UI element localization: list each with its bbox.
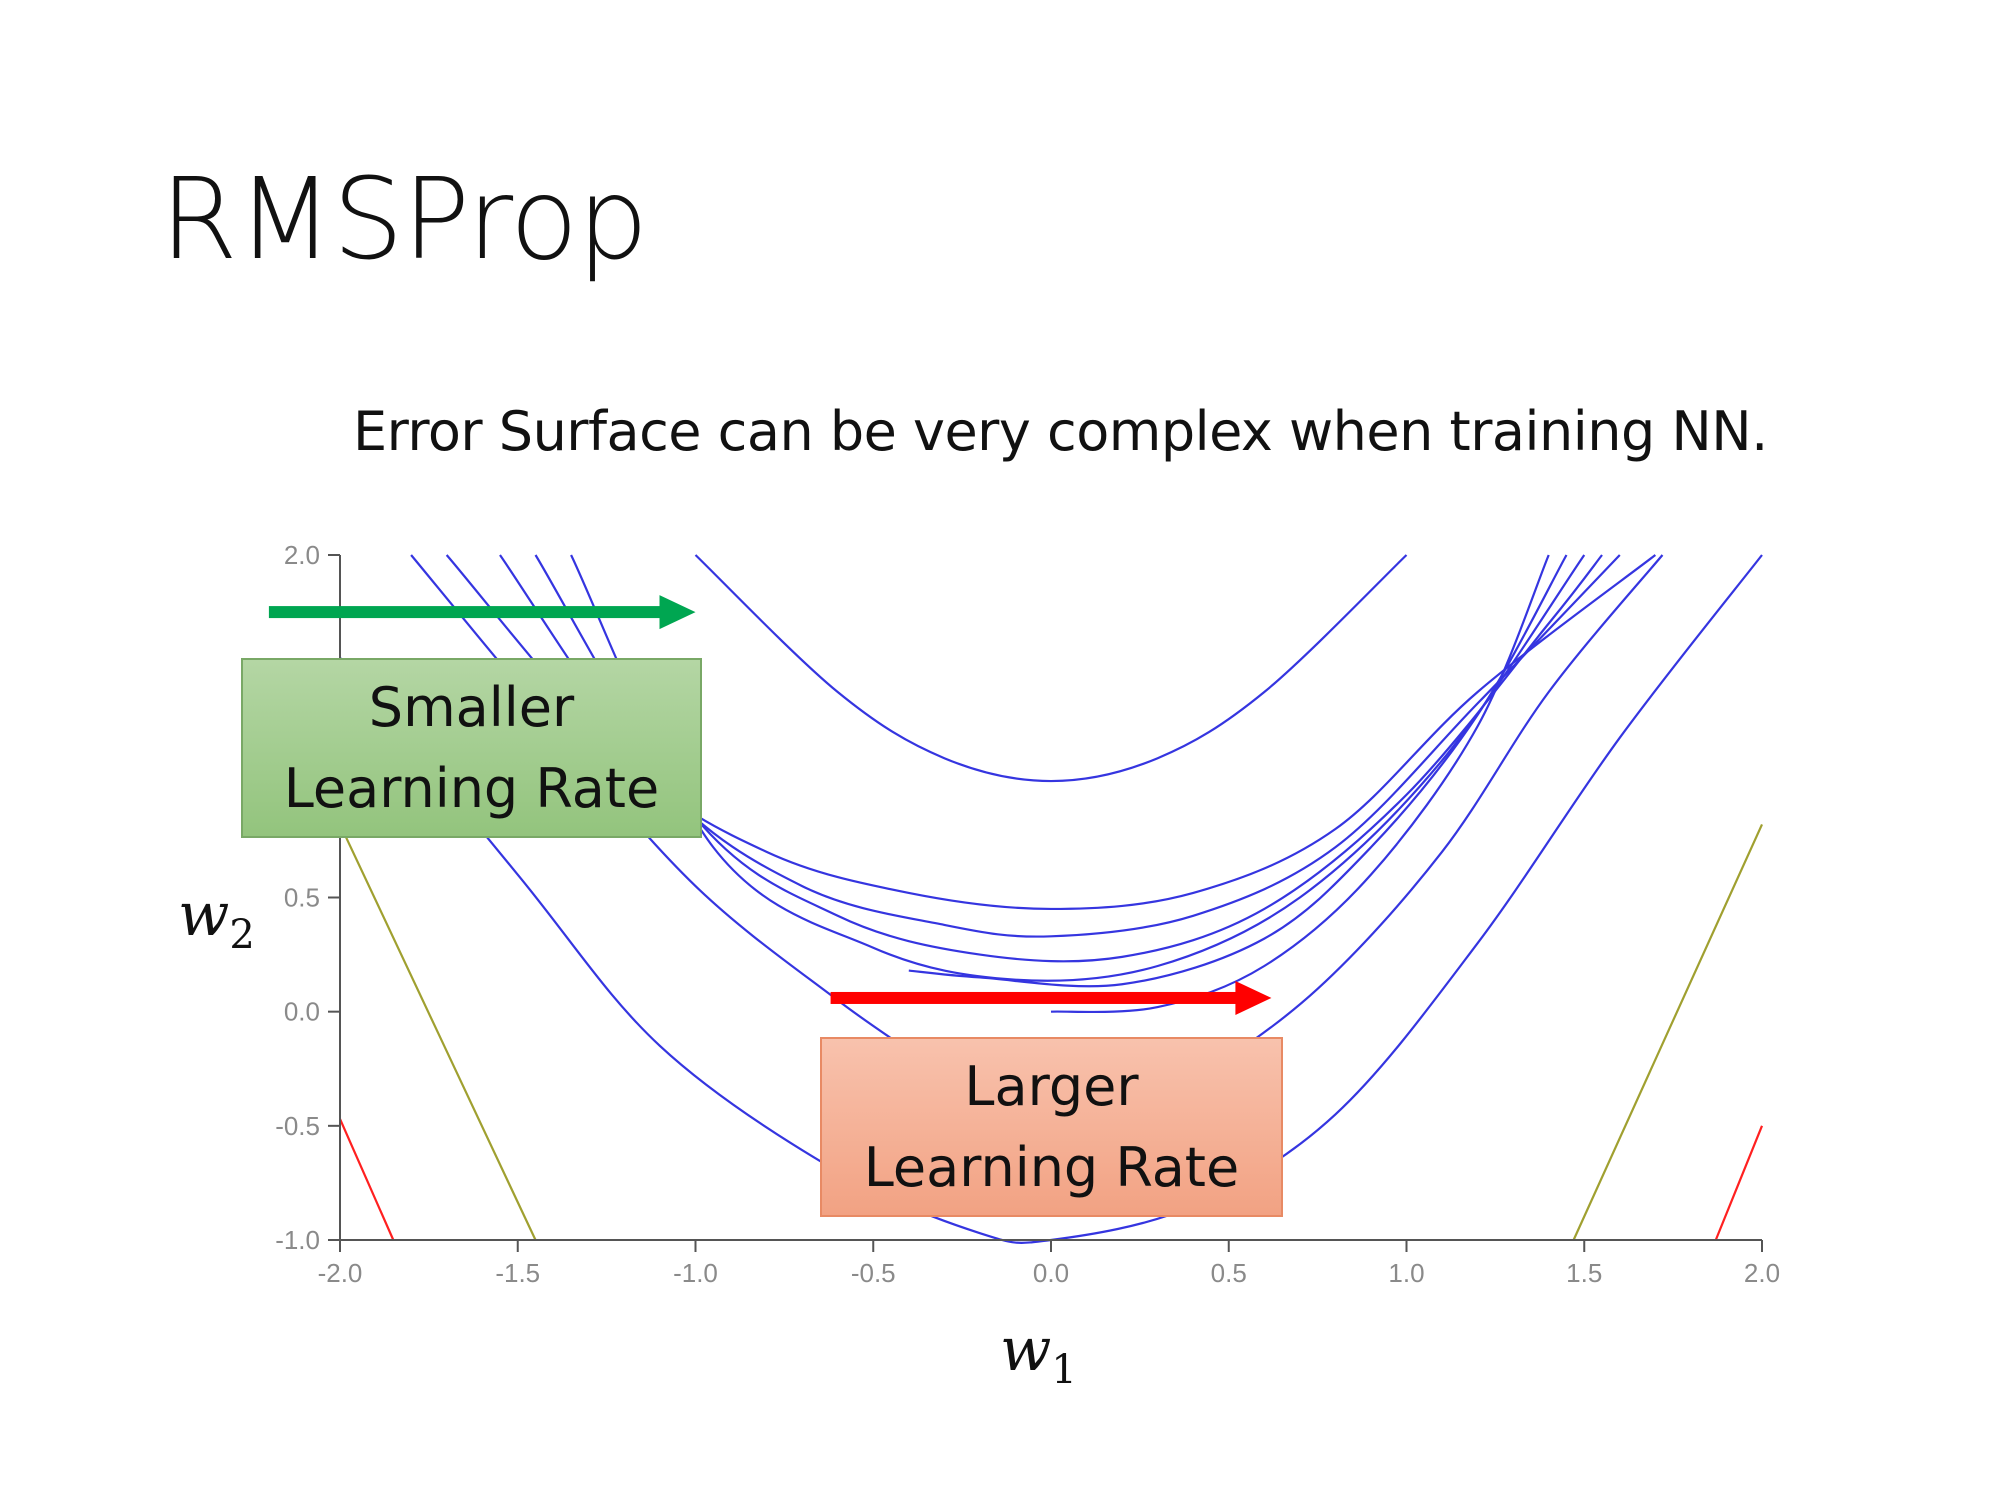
smaller-learning-rate-callout: Smaller Learning Rate — [241, 658, 702, 838]
contour-line-10 — [339, 823, 537, 1241]
green-arrow-head — [659, 595, 696, 630]
larger-learning-rate-callout: Larger Learning Rate — [820, 1037, 1283, 1217]
y-axis-label: w2 — [178, 880, 255, 958]
x-tick-label: -2.0 — [318, 1258, 363, 1288]
callout-line: Smaller — [368, 676, 575, 739]
x-tick-label: 0.0 — [1033, 1258, 1069, 1288]
x-tick-label: -0.5 — [851, 1258, 896, 1288]
y-tick-label: 0.5 — [284, 883, 320, 913]
contour-line-13 — [1714, 1125, 1764, 1241]
red-arrow-shaft — [830, 991, 1238, 1004]
green-arrow-shaft — [268, 606, 662, 619]
x-tick-label: -1.5 — [495, 1258, 540, 1288]
x-tick-label: 2.0 — [1744, 1258, 1780, 1288]
contour-line-6 — [908, 554, 1568, 988]
slide-title: RMSProp — [160, 155, 648, 285]
direction-arrows — [268, 595, 1272, 1015]
x-axis-label: w1 — [1000, 1315, 1077, 1393]
callout-line: Learning Rate — [283, 757, 660, 820]
y-tick-label: 2.0 — [284, 540, 320, 570]
contour-line-11 — [1572, 823, 1764, 1241]
contour-line-7 — [1050, 554, 1550, 1014]
contour-line-9 — [339, 554, 1763, 1244]
slide-subtitle: Error Surface can be very complex when t… — [353, 400, 1768, 463]
x-tick-label: -1.0 — [673, 1258, 718, 1288]
x-tick-label: 1.0 — [1388, 1258, 1424, 1288]
x-tick-label: 0.5 — [1211, 1258, 1247, 1288]
y-tick-label: -1.0 — [275, 1225, 320, 1255]
x-tick-label: 1.5 — [1566, 1258, 1602, 1288]
red-arrow-head — [1235, 980, 1272, 1015]
contour-line-12 — [338, 1118, 395, 1241]
contour-line-5 — [570, 554, 1586, 982]
contour-line-1 — [694, 554, 1408, 783]
callout-line: Learning Rate — [863, 1136, 1240, 1199]
y-tick-label: 0.0 — [284, 997, 320, 1027]
y-tick-label: -0.5 — [275, 1111, 320, 1141]
callout-line: Larger — [964, 1055, 1139, 1118]
